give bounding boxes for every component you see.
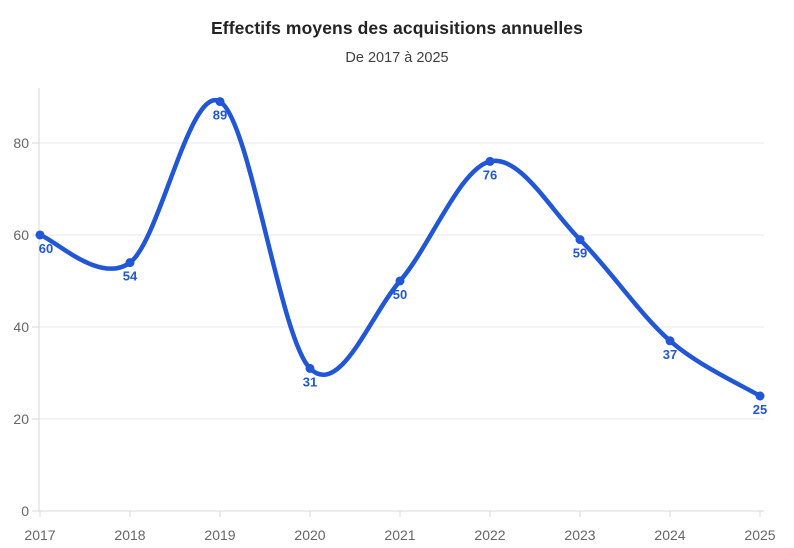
y-tick-label: 0	[21, 503, 29, 519]
data-point-marker	[35, 230, 45, 240]
y-tick-label: 60	[13, 227, 29, 243]
data-point-marker	[305, 363, 315, 373]
y-tick-label: 40	[13, 319, 29, 335]
data-point-label: 37	[663, 347, 677, 362]
x-tick-label: 2021	[384, 527, 415, 543]
data-point-marker	[395, 276, 405, 286]
x-tick-label: 2017	[24, 527, 55, 543]
data-point-marker	[755, 391, 765, 401]
chart-title: Effectifs moyens des acquisitions annuel…	[211, 18, 583, 38]
data-point-label: 54	[123, 269, 138, 284]
data-point-label: 76	[483, 167, 497, 182]
chart-subtitle: De 2017 à 2025	[345, 50, 449, 66]
x-tick-label: 2023	[564, 527, 595, 543]
x-tick-label: 2022	[474, 527, 505, 543]
chart-plot-area: 0 20 40 60 80 2017 2018 2019 2020 2021 2022 2023 202…	[13, 88, 776, 543]
data-point-marker	[665, 336, 675, 346]
x-tick-label: 2019	[204, 527, 235, 543]
data-point-label: 59	[573, 246, 587, 261]
x-tick-label: 2020	[294, 527, 325, 543]
y-tick-label: 20	[13, 411, 29, 427]
y-tick-label: 80	[13, 135, 29, 151]
data-point-label: 25	[753, 402, 767, 417]
data-line	[37, 98, 763, 399]
x-tick-label: 2018	[114, 527, 145, 543]
data-point-marker	[575, 235, 585, 245]
data-point-marker	[485, 156, 495, 166]
data-point-marker	[215, 97, 225, 107]
x-tick-label: 2024	[654, 527, 685, 543]
data-point-label: 89	[213, 108, 227, 123]
data-point-label: 31	[303, 374, 317, 389]
chart-header: Effectifs moyens des acquisitions annuel…	[0, 0, 794, 66]
data-point-marker	[125, 258, 135, 268]
data-point-label: 50	[393, 287, 407, 302]
data-point-label: 60	[39, 241, 53, 256]
x-tick-label: 2025	[744, 527, 775, 543]
